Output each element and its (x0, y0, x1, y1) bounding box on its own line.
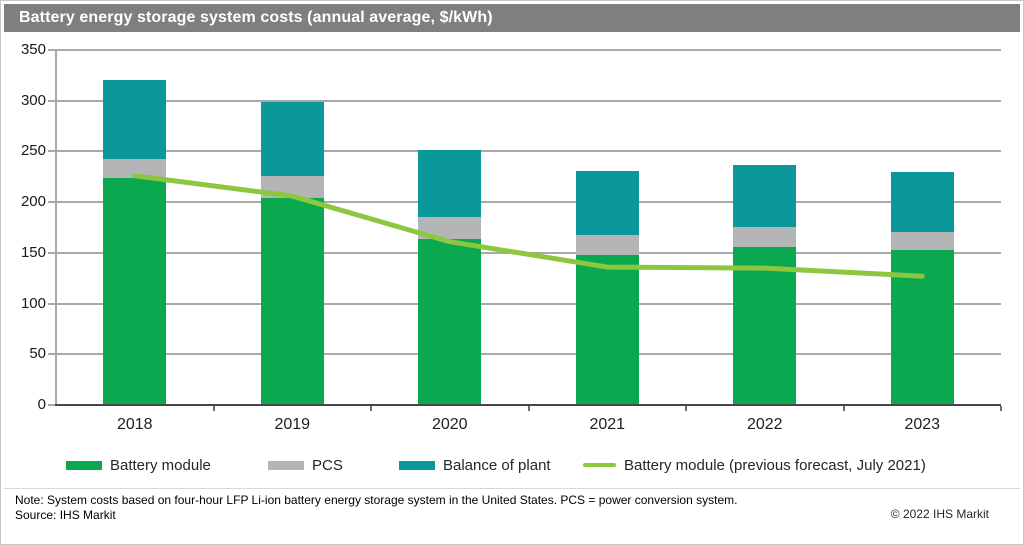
bar-segment-pcs (418, 217, 482, 239)
bar-segment-battery-module (733, 246, 797, 404)
copyright: © 2022 IHS Markit (890, 507, 989, 521)
y-axis-label: 200 (20, 193, 46, 211)
y-axis-tick (48, 251, 56, 254)
x-axis-tick (1000, 406, 1002, 411)
legend-item-pcs: PCS (268, 453, 343, 477)
x-axis-tick (212, 406, 215, 411)
y-axis-tick (48, 404, 56, 406)
forecast-line-layer (132, 173, 925, 279)
gridline (56, 353, 1001, 356)
bar-segment-battery-module (418, 238, 482, 404)
x-axis-tick (842, 406, 845, 411)
gridline (56, 201, 1001, 204)
x-axis-label: 2022 (746, 416, 783, 433)
x-axis-label: 2021 (589, 416, 626, 433)
y-axis-label: 100 (20, 294, 46, 312)
bar-2020 (418, 49, 482, 404)
legend-item-battery-module-previous-forecast-july-2021: Battery module (previous forecast, July … (583, 453, 926, 477)
y-axis-label: 350 (20, 41, 46, 58)
gridline (56, 150, 1001, 153)
x-axis-tick (370, 406, 372, 411)
x-axis-label: 2020 (431, 416, 468, 433)
bar-2022 (733, 49, 797, 404)
y-axis-line (55, 49, 57, 406)
x-axis-label: 2023 (904, 416, 941, 433)
bar-segment-pcs (733, 226, 797, 247)
legend-swatch-balance-of-plant (399, 460, 435, 470)
legend-swatch-battery-module (66, 460, 102, 470)
gridline (56, 49, 1001, 51)
bar-segment-battery-module (575, 254, 639, 404)
plot-area: 0 50 100 150 200 250 300 350 2018 2019 2020 2021 202… (21, 41, 1002, 433)
y-axis-label: 300 (20, 91, 46, 109)
x-axis-line (55, 404, 1001, 406)
forecast-line (132, 173, 925, 279)
legend-item-balance-of-plant: Balance of plant (399, 453, 551, 477)
legend-label-pcs: PCS (312, 456, 343, 474)
bar-segment-battery-module (260, 198, 324, 404)
footer-divider (4, 488, 1020, 489)
bar-segment-balance-of-plant (733, 164, 797, 227)
chart-title: Battery energy storage system costs (ann… (4, 4, 1020, 32)
footnote-note: Note: System costs based on four-hour LF… (15, 493, 738, 507)
y-axis-tick (48, 99, 56, 102)
y-axis-tick (48, 353, 56, 356)
legend-swatch-pcs (268, 460, 304, 470)
legend-label-battery-module-previous-forecast-july-2021: Battery module (previous forecast, July … (624, 456, 926, 474)
legend-item-battery-module: Battery module (66, 453, 211, 477)
gridline (56, 302, 1001, 305)
x-axis-label: 2019 (274, 416, 311, 433)
y-axis-label: 150 (20, 243, 46, 261)
y-axis-tick (48, 302, 56, 305)
x-axis-tick (685, 406, 687, 411)
legend-label-battery-module: Battery module (110, 456, 211, 474)
y-axis-tick (48, 49, 56, 51)
gridline (56, 99, 1001, 102)
bar-2021 (575, 49, 639, 404)
bar-segment-balance-of-plant (103, 80, 167, 159)
y-axis-label: 50 (29, 345, 46, 363)
footnote: Note: System costs based on four-hour LF… (15, 493, 737, 523)
bar-segment-balance-of-plant (890, 171, 954, 232)
bar-segment-pcs (103, 158, 167, 178)
bar-segment-balance-of-plant (575, 170, 639, 235)
bar-2018 (103, 49, 167, 404)
bar-segment-balance-of-plant (418, 150, 482, 218)
bar-segment-pcs (890, 231, 954, 250)
legend-label-balance-of-plant: Balance of plant (443, 456, 551, 474)
footnote-source: Source: IHS Markit (15, 508, 116, 522)
y-axis-tick (48, 150, 56, 153)
y-axis-label: 250 (20, 142, 46, 160)
x-axis-tick (527, 406, 530, 411)
x-axis-label: 2018 (116, 416, 153, 433)
bar-segment-balance-of-plant (260, 101, 324, 176)
bar-segment-battery-module (103, 177, 167, 404)
bar-2019 (260, 49, 324, 404)
legend: Battery module PCS Balance of plant Battery… (1, 453, 1023, 479)
bar-segment-pcs (575, 234, 639, 255)
y-axis-label: 0 (37, 396, 46, 413)
bar-2023 (890, 49, 954, 404)
y-axis-tick (48, 201, 56, 204)
legend-swatch-battery-module-previous-forecast-july-2021 (583, 463, 616, 467)
